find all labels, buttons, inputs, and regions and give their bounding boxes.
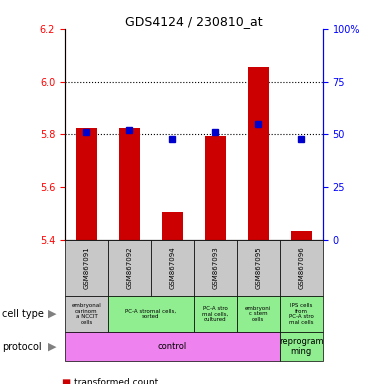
Text: PC-A stro
mal cells,
cultured: PC-A stro mal cells, cultured xyxy=(202,306,229,322)
Text: PC-A stromal cells,
sorted: PC-A stromal cells, sorted xyxy=(125,308,177,319)
Text: embryoni
c stem
cells: embryoni c stem cells xyxy=(245,306,272,322)
Text: GSM867094: GSM867094 xyxy=(169,247,175,289)
Text: cell type: cell type xyxy=(2,309,44,319)
Bar xyxy=(119,128,140,240)
Text: GSM867093: GSM867093 xyxy=(212,247,219,289)
Text: ▶: ▶ xyxy=(48,341,57,352)
Text: reprogram
ming: reprogram ming xyxy=(279,337,324,356)
Text: ▶: ▶ xyxy=(48,309,57,319)
Text: control: control xyxy=(158,342,187,351)
Text: protocol: protocol xyxy=(2,341,42,352)
Text: GSM867095: GSM867095 xyxy=(255,247,261,289)
Bar xyxy=(204,136,226,240)
Bar xyxy=(76,128,97,240)
Bar xyxy=(290,231,312,240)
Text: transformed count: transformed count xyxy=(74,378,158,384)
Bar xyxy=(162,212,183,240)
Text: GSM867092: GSM867092 xyxy=(127,247,132,289)
Text: GSM867096: GSM867096 xyxy=(298,247,304,289)
Text: GSM867091: GSM867091 xyxy=(83,247,89,289)
Title: GDS4124 / 230810_at: GDS4124 / 230810_at xyxy=(125,15,263,28)
Text: IPS cells
from
PC-A stro
mal cells: IPS cells from PC-A stro mal cells xyxy=(289,303,314,325)
Text: embryonal
carinom
a NCCIT
cells: embryonal carinom a NCCIT cells xyxy=(72,303,101,325)
Text: ■: ■ xyxy=(61,378,70,384)
Bar xyxy=(247,67,269,240)
